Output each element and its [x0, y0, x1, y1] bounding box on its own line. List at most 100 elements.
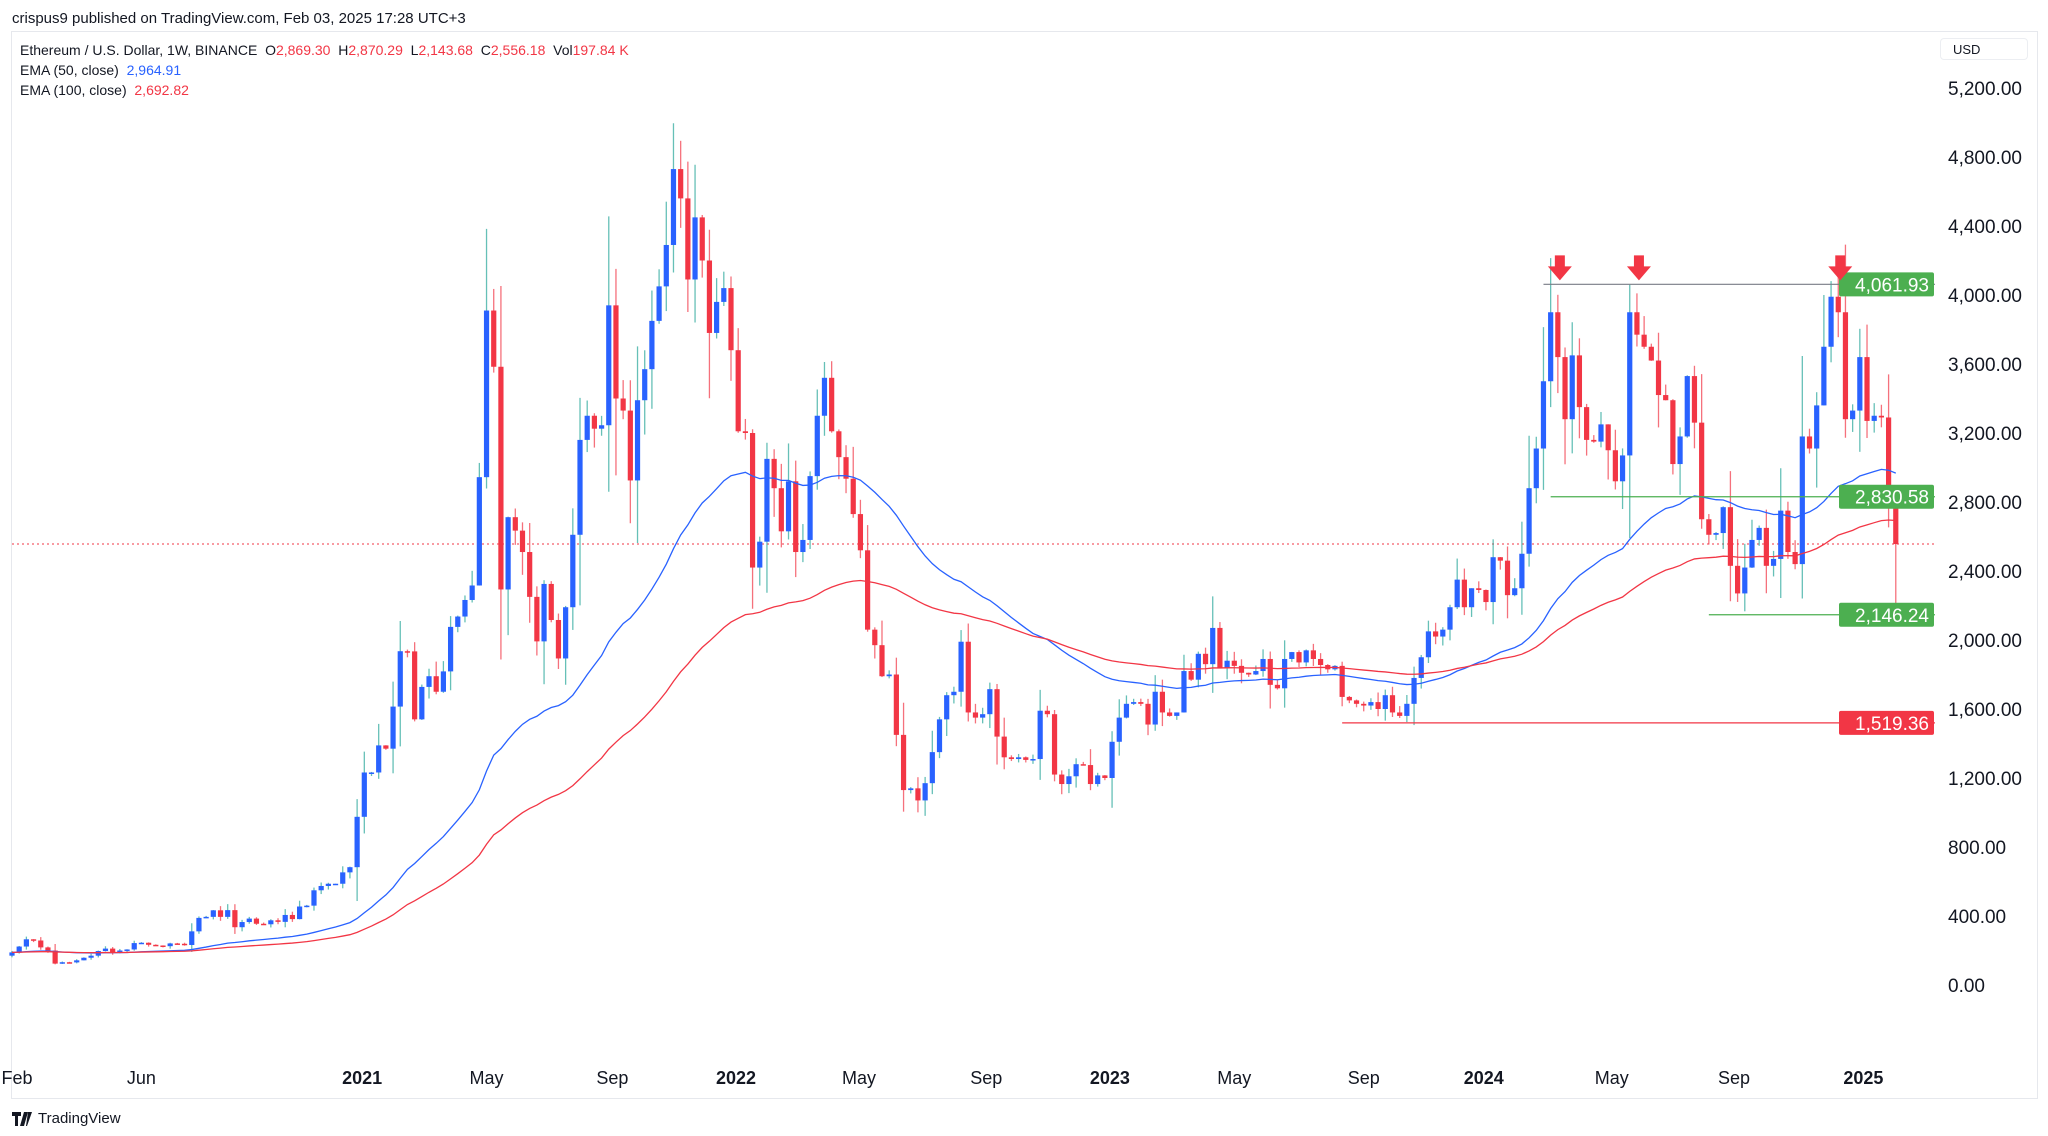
- ema50-label: EMA (50, close): [20, 62, 119, 78]
- close-value: 2,556.18: [490, 42, 546, 58]
- candle-down: [1044, 710, 1050, 715]
- ema50-value: 2,964.91: [126, 62, 182, 78]
- candle-up: [1411, 677, 1417, 704]
- ema100-value: 2,692.82: [134, 82, 189, 98]
- low-value: 2,143.68: [418, 42, 473, 58]
- candle-up: [1016, 757, 1022, 760]
- candle-up: [1289, 652, 1295, 659]
- candle-down: [181, 943, 188, 946]
- close-label: C: [480, 42, 491, 58]
- candle-up: [469, 585, 475, 600]
- candle-down: [843, 457, 849, 479]
- candle-up: [764, 458, 770, 542]
- candle-up: [1116, 717, 1122, 742]
- candle-up: [1677, 436, 1683, 465]
- candle-up: [124, 949, 130, 951]
- candle-down: [994, 689, 1000, 737]
- candle-up: [606, 305, 612, 426]
- down-arrow-icon: [1547, 255, 1572, 281]
- candle-up: [376, 745, 382, 773]
- candle-up: [1770, 558, 1777, 566]
- symbol-title[interactable]: Ethereum / U.S. Dollar, 1W, BINANCE: [20, 42, 258, 58]
- candle-up: [332, 883, 339, 886]
- candle-down: [1497, 557, 1503, 561]
- ema50-row[interactable]: EMA (50, close) 2,964.91: [20, 60, 629, 80]
- candle-down: [1059, 774, 1065, 785]
- candle-up: [447, 626, 454, 672]
- candle-up: [1526, 488, 1532, 554]
- candle-down: [253, 918, 260, 924]
- currency-button[interactable]: USD: [1940, 38, 2028, 60]
- candle-down: [289, 914, 296, 920]
- candle-down: [1267, 658, 1273, 685]
- y-tick-label: 2,400.00: [1948, 562, 2022, 583]
- x-tick-label: 2021: [342, 1068, 382, 1088]
- level-label: 1,519.36: [1855, 714, 1929, 735]
- candle-up: [81, 957, 87, 961]
- candle-up: [1468, 588, 1475, 608]
- ema100-label: EMA (100, close): [20, 82, 127, 98]
- candle-up: [304, 905, 310, 908]
- candle-down: [498, 366, 504, 590]
- candle-up: [936, 719, 943, 753]
- candle-down: [261, 923, 267, 926]
- candle-down: [1138, 702, 1144, 704]
- candle-up: [1598, 424, 1604, 442]
- candle-down: [1346, 696, 1352, 701]
- candle-up: [203, 916, 209, 919]
- candle-down: [1375, 702, 1381, 709]
- candle-down: [1476, 588, 1482, 590]
- candle-down: [1706, 519, 1712, 535]
- high-label: H: [338, 42, 349, 58]
- candle-up: [577, 439, 583, 535]
- candle-down: [857, 514, 864, 551]
- candle-down: [865, 550, 871, 630]
- candle-down: [1361, 703, 1367, 706]
- down-arrow-icon: [1828, 255, 1853, 281]
- candle-up: [1303, 650, 1309, 663]
- y-tick-label: 400.00: [1948, 907, 2006, 928]
- candle-up: [1814, 405, 1820, 449]
- candle-up: [1720, 507, 1726, 534]
- candle-up: [138, 942, 145, 945]
- candle-up: [584, 415, 590, 440]
- candle-up: [426, 676, 432, 687]
- chart-frame: [11, 31, 2038, 1099]
- candle-up: [1512, 588, 1518, 596]
- candle-down: [1145, 703, 1151, 725]
- candle-up: [246, 918, 252, 923]
- candle-up: [908, 788, 914, 791]
- level-label: 2,146.24: [1855, 606, 1929, 627]
- candle-up: [1569, 355, 1575, 420]
- candle-down: [627, 410, 633, 481]
- candle-down: [1274, 684, 1281, 689]
- candle-down: [829, 377, 835, 432]
- candle-down: [1663, 395, 1669, 401]
- x-tick-label: May: [842, 1068, 876, 1088]
- ema100-row[interactable]: EMA (100, close) 2,692.82: [20, 80, 629, 100]
- candle-down: [1166, 712, 1173, 716]
- candle-up: [1490, 557, 1496, 603]
- candle-up: [354, 816, 360, 868]
- candle-up: [656, 286, 662, 321]
- candle-up: [1195, 653, 1201, 680]
- candle-down: [879, 645, 885, 677]
- candle-up: [1749, 539, 1755, 568]
- candle-up: [1382, 695, 1388, 709]
- candle-up: [757, 541, 763, 568]
- candle-up: [1123, 703, 1130, 718]
- candle-up: [1850, 410, 1856, 420]
- candle-down: [685, 198, 691, 280]
- candle-up: [944, 695, 950, 720]
- candle-down: [1001, 736, 1007, 758]
- candle-down: [1231, 660, 1237, 666]
- x-tick-label: 2023: [1090, 1068, 1130, 1088]
- candle-down: [1504, 560, 1511, 596]
- candle-up: [1684, 376, 1690, 437]
- candle-up: [340, 872, 346, 884]
- candle-up: [663, 244, 669, 287]
- candle-down: [778, 488, 784, 532]
- candle-down: [872, 629, 878, 646]
- candle-down: [1562, 357, 1568, 420]
